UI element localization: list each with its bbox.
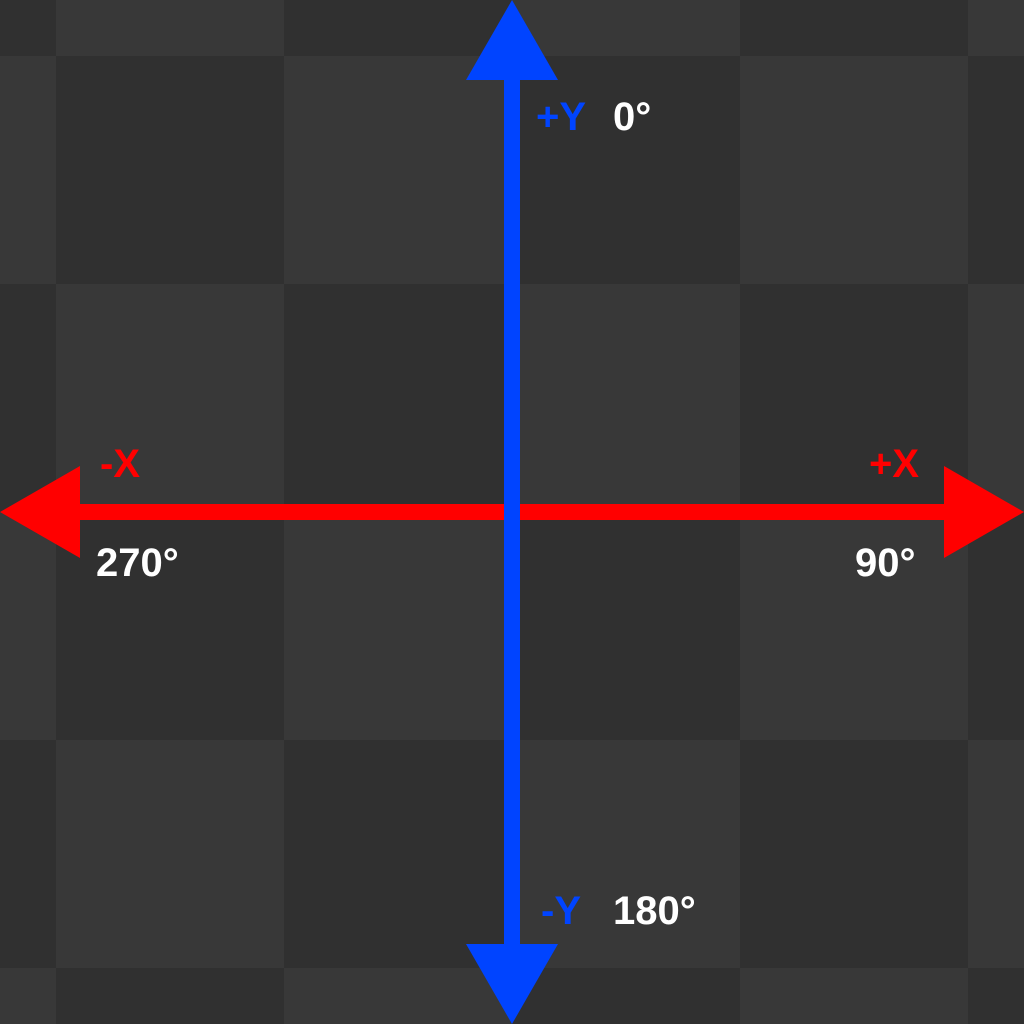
background-tile	[740, 740, 968, 968]
background-tile	[512, 284, 740, 512]
y-axis-line	[504, 70, 520, 954]
background-tile	[56, 0, 284, 56]
background-tile	[284, 284, 512, 512]
positive-y-label: +Y	[536, 95, 587, 139]
background-tile	[968, 56, 1024, 284]
background-tile	[0, 512, 56, 740]
positive-x-label: +X	[869, 442, 920, 486]
background-tile	[740, 0, 968, 56]
negative-x-degrees: 270°	[96, 541, 179, 585]
background-tile	[512, 512, 740, 740]
background-tile	[284, 512, 512, 740]
background-tile	[740, 968, 968, 1024]
background-tile	[740, 56, 968, 284]
arrow-up-icon	[466, 0, 558, 80]
background-tile	[56, 284, 284, 512]
background-tile	[740, 512, 968, 740]
background-tile	[56, 56, 284, 284]
background-tile	[968, 740, 1024, 968]
background-tile	[0, 56, 56, 284]
background-tile	[968, 512, 1024, 740]
background-tile	[968, 968, 1024, 1024]
background-tile	[284, 56, 512, 284]
background-tile	[740, 284, 968, 512]
background-tile	[284, 740, 512, 968]
arrow-right-icon	[944, 466, 1024, 558]
positive-x-degrees: 90°	[855, 541, 916, 585]
background-tile	[512, 968, 740, 1024]
background-tile	[512, 740, 740, 968]
background-tile	[0, 968, 56, 1024]
positive-y-degrees: 0°	[613, 95, 652, 139]
background-tile	[56, 512, 284, 740]
arrow-down-icon	[466, 944, 558, 1024]
background-tile	[284, 968, 512, 1024]
negative-x-label: -X	[100, 442, 140, 486]
background-tile	[0, 0, 56, 56]
background-tile	[968, 0, 1024, 56]
background-tile	[512, 0, 740, 56]
negative-y-degrees: 180°	[613, 889, 696, 933]
background-tile	[512, 56, 740, 284]
background-tile	[968, 284, 1024, 512]
background-tile	[56, 740, 284, 968]
background-tile	[56, 968, 284, 1024]
arrow-left-icon	[0, 466, 80, 558]
background-tile	[284, 0, 512, 56]
background-tile	[0, 284, 56, 512]
negative-y-label: -Y	[541, 889, 581, 933]
background-tile	[0, 740, 56, 968]
